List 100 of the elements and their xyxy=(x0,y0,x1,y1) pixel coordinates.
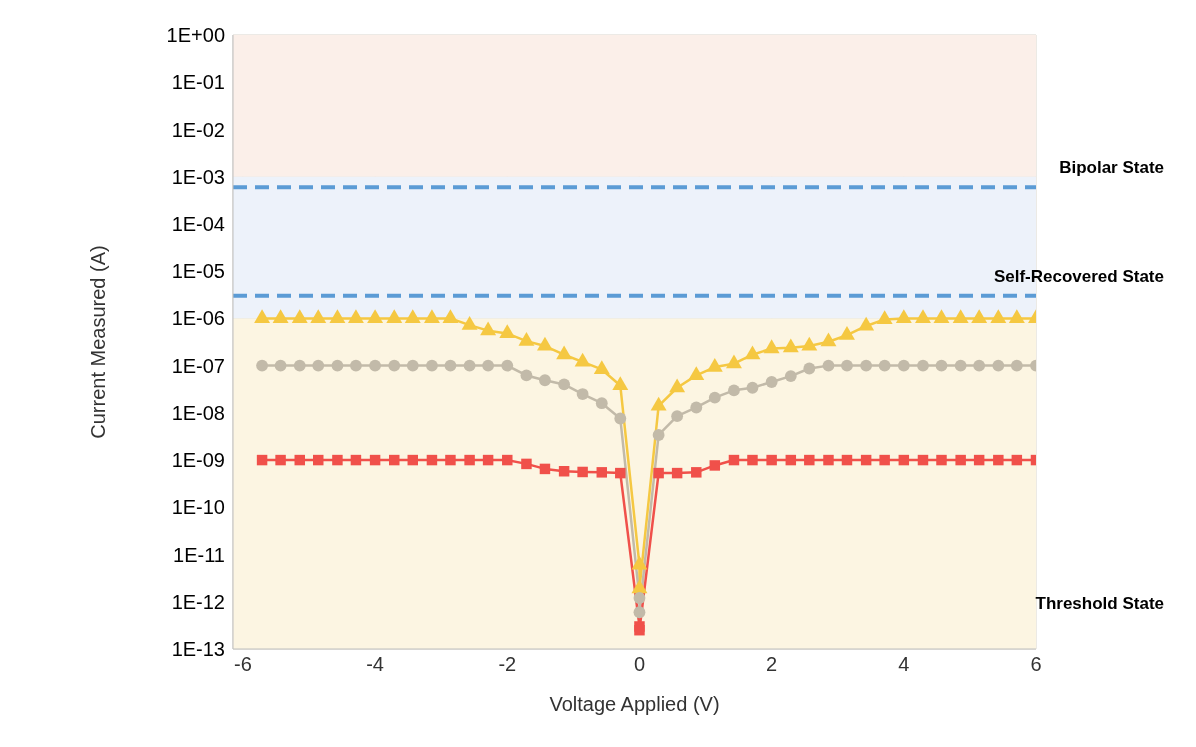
point xyxy=(876,310,893,325)
point xyxy=(593,360,610,375)
point xyxy=(275,454,286,466)
point xyxy=(332,454,343,466)
x-axis-title: Voltage Applied (V) xyxy=(549,693,720,715)
x-tick-label: 6 xyxy=(1030,653,1042,676)
point xyxy=(709,460,721,471)
point xyxy=(520,369,533,382)
point xyxy=(350,454,362,466)
point xyxy=(917,454,929,466)
point xyxy=(347,309,364,323)
point xyxy=(388,359,401,372)
point xyxy=(389,454,400,466)
point xyxy=(766,454,777,466)
point xyxy=(423,309,440,323)
point xyxy=(728,454,740,466)
point xyxy=(633,606,646,619)
point xyxy=(690,401,703,414)
point xyxy=(480,321,497,336)
y-tick-label: 1E-06 xyxy=(171,307,225,330)
point xyxy=(539,463,551,475)
point xyxy=(669,378,686,393)
point xyxy=(536,336,553,351)
y-tick-label: 1E+00 xyxy=(166,24,225,47)
point xyxy=(444,359,457,372)
point xyxy=(293,359,306,372)
point xyxy=(878,359,891,372)
point xyxy=(1008,309,1025,323)
point xyxy=(577,466,588,478)
point xyxy=(310,309,327,323)
point xyxy=(935,359,948,372)
point xyxy=(367,309,384,323)
point xyxy=(952,309,969,323)
point xyxy=(294,454,305,466)
point xyxy=(652,429,665,441)
y-tick-label: 1E-13 xyxy=(171,638,225,661)
point xyxy=(539,374,551,387)
point xyxy=(254,309,271,323)
point xyxy=(860,359,873,372)
point xyxy=(955,454,966,466)
y-tick-label: 1E-02 xyxy=(171,118,225,141)
point xyxy=(615,467,626,479)
point xyxy=(820,332,837,347)
point xyxy=(671,467,683,479)
point xyxy=(633,592,646,604)
point xyxy=(915,309,931,323)
y-tick-label: 1E-08 xyxy=(171,401,225,424)
point xyxy=(576,388,589,400)
point xyxy=(801,336,818,351)
point xyxy=(973,359,986,372)
point xyxy=(350,359,362,372)
point xyxy=(596,467,608,478)
point xyxy=(558,466,570,477)
x-tick-label: -2 xyxy=(498,653,517,676)
point xyxy=(936,454,947,466)
point xyxy=(879,454,890,466)
ref-line-label: Self-Recovered State xyxy=(993,266,1164,286)
y-tick-label: 1E-12 xyxy=(171,590,225,613)
y-tick-label: 1E-07 xyxy=(171,354,225,377)
point xyxy=(574,352,591,367)
point xyxy=(331,359,344,372)
point xyxy=(386,309,403,323)
point xyxy=(804,454,815,466)
y-tick-label: 1E-01 xyxy=(171,71,225,94)
point xyxy=(822,359,835,372)
point xyxy=(404,309,421,323)
band-label: Threshold State xyxy=(1035,594,1164,613)
point xyxy=(747,454,758,466)
point xyxy=(256,454,268,466)
x-tick-label: -4 xyxy=(366,653,384,676)
point xyxy=(313,454,324,466)
point xyxy=(784,370,797,382)
point xyxy=(763,339,780,354)
x-tick-label: 0 xyxy=(633,653,646,676)
y-tick-label: 1E-11 xyxy=(173,543,225,566)
point xyxy=(691,467,702,478)
point xyxy=(521,458,532,470)
point xyxy=(612,376,629,391)
point xyxy=(897,359,910,372)
point xyxy=(272,309,289,323)
point xyxy=(482,359,495,372)
point xyxy=(464,454,475,466)
point xyxy=(726,354,742,369)
point xyxy=(971,309,988,323)
point xyxy=(973,454,985,466)
point xyxy=(803,362,816,375)
point xyxy=(706,357,723,372)
y-tick-label: 1E-04 xyxy=(171,213,225,236)
point xyxy=(482,454,494,466)
point xyxy=(653,467,664,479)
point xyxy=(499,324,516,339)
point xyxy=(993,454,1004,466)
point xyxy=(895,309,912,323)
point xyxy=(369,454,381,466)
point xyxy=(708,391,721,404)
point xyxy=(502,454,513,466)
point xyxy=(369,359,382,372)
point xyxy=(614,412,627,425)
y-tick-label: 1E-05 xyxy=(171,260,225,283)
point xyxy=(426,359,438,372)
